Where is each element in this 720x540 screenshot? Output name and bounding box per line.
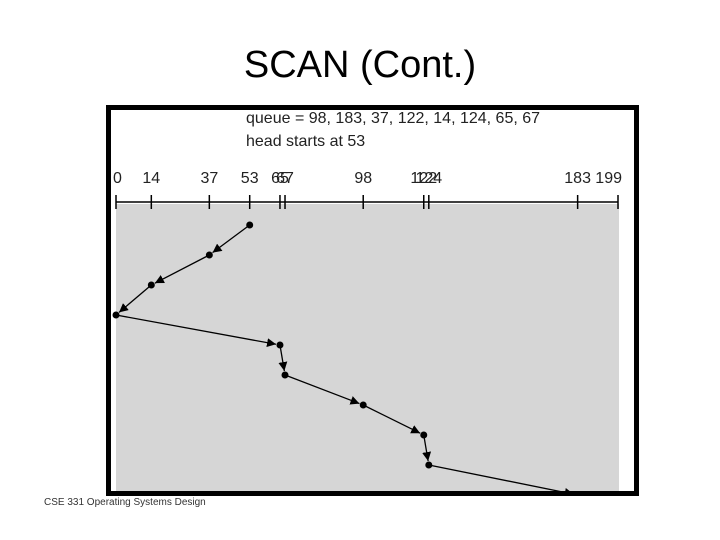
plot-area xyxy=(116,204,619,491)
tick-label: 183 xyxy=(564,170,591,187)
cylinder-axis xyxy=(115,195,619,209)
head-start-text: head starts at 53 xyxy=(246,133,366,150)
tick-label: 98 xyxy=(354,170,372,187)
request-point xyxy=(205,251,213,259)
movement-segment xyxy=(154,254,210,284)
movement-segment xyxy=(212,224,251,254)
scan-diagram: 0 14 37 53 65 67 98 122 124 183 199 queue = 98, 18… xyxy=(106,105,639,496)
movement-segment xyxy=(115,314,277,348)
tick-label: 199 xyxy=(595,170,622,187)
footer-text: CSE 331 Operating Systems Design xyxy=(44,497,206,508)
tick-label: 0 xyxy=(113,170,122,187)
tick-label: 124 xyxy=(415,170,442,187)
tick-label: 122 xyxy=(410,170,437,187)
movement-segment xyxy=(284,374,360,405)
queue-text: queue = 98, 183, 37, 122, 14, 124, 65, 6… xyxy=(246,110,541,127)
movement-segment xyxy=(118,284,152,313)
movement-segment xyxy=(422,434,432,462)
request-point xyxy=(420,431,428,439)
request-point xyxy=(281,371,289,379)
tick-label: 53 xyxy=(241,170,259,187)
slide-title: SCAN (Cont.) xyxy=(243,44,477,86)
head-movement-path xyxy=(112,221,582,496)
movement-segment xyxy=(428,464,574,496)
request-point xyxy=(147,281,155,289)
request-point xyxy=(359,401,367,409)
request-point xyxy=(112,311,120,319)
request-point xyxy=(246,221,254,229)
tick-label: 67 xyxy=(276,170,294,187)
tick-label: 37 xyxy=(200,170,218,187)
request-point xyxy=(276,341,284,349)
tick-label: 14 xyxy=(142,170,160,187)
movement-segment xyxy=(362,404,421,434)
request-point xyxy=(425,461,433,469)
movement-segment xyxy=(278,344,288,372)
tick-label: 65 xyxy=(271,170,289,187)
request-point xyxy=(574,491,582,496)
